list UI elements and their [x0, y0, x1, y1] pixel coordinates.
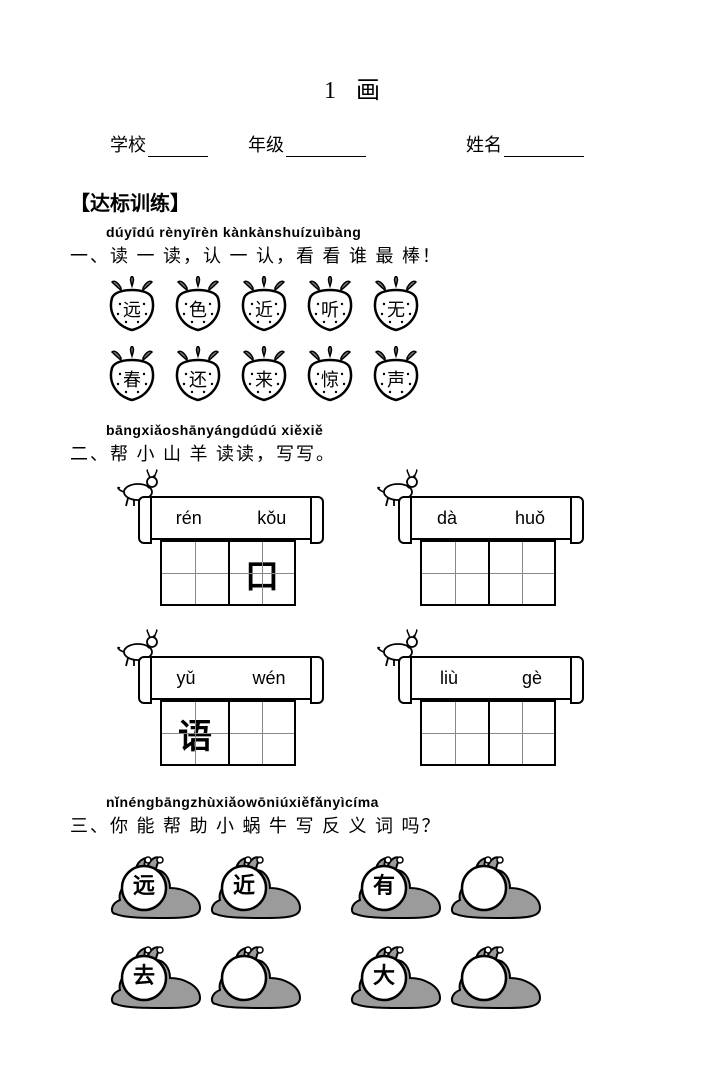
snail-item [206, 938, 306, 1018]
snail-item: 近 [206, 848, 306, 928]
pinyin-syllable: rén [176, 508, 202, 529]
pinyin-syllable: wén [252, 668, 285, 689]
char-cell[interactable] [422, 542, 488, 604]
strawberry-item: 听 [304, 276, 356, 332]
char-cell[interactable] [162, 542, 228, 604]
goat-card: liù gè [366, 634, 586, 774]
pinyin-syllable: liù [440, 668, 458, 689]
snail-char: 去 [122, 958, 166, 990]
q2-text: 二、帮 小 山 羊 读读，写写。 [70, 440, 654, 466]
student-info-row: 学校 年级 姓名 [70, 131, 654, 157]
snail-char: 有 [362, 868, 406, 900]
strawberry-char: 听 [304, 296, 356, 322]
char-grid[interactable] [420, 700, 556, 766]
snail-icon [206, 938, 306, 1018]
strawberry-char: 声 [370, 366, 422, 392]
pinyin-syllable: kǒu [257, 508, 286, 529]
char-cell[interactable]: 语 [162, 702, 228, 764]
strawberry-char: 无 [370, 296, 422, 322]
pinyin-syllable: dà [437, 508, 457, 529]
char-cell[interactable] [488, 542, 554, 604]
snail-item [446, 938, 546, 1018]
goat-card: yǔ wén 语 [106, 634, 326, 774]
snail-item: 去 [106, 938, 206, 1018]
grade-input-line[interactable] [286, 139, 366, 157]
char-grid[interactable]: 语 [160, 700, 296, 766]
pinyin-scroll: liù gè [406, 656, 576, 700]
snail-char: 大 [362, 958, 406, 990]
school-field[interactable]: 学校 [110, 131, 208, 157]
snail-item: 远 [106, 848, 206, 928]
strawberry-char: 色 [172, 296, 224, 322]
school-label: 学校 [110, 131, 146, 157]
q3-snail-rows: 远近有去大 [70, 848, 654, 1018]
goat-card: dà huǒ [366, 474, 586, 614]
pinyin-scroll: yǔ wén [146, 656, 316, 700]
name-input-line[interactable] [504, 139, 584, 157]
char-cell[interactable] [228, 702, 294, 764]
q1-pinyin: dúyīdú rènyīrèn kànkànshuízuìbàng [70, 224, 654, 240]
grade-field[interactable]: 年级 [248, 131, 366, 157]
snail-item: 有 [346, 848, 446, 928]
snail-pair: 大 [346, 938, 546, 1018]
snail-char: 远 [122, 868, 166, 900]
strawberry-item: 来 [238, 346, 290, 402]
strawberry-char: 还 [172, 366, 224, 392]
q2-goat-grid: rén kǒu 口 dà huǒ yǔ wén 语 liù gè [70, 474, 654, 774]
grade-label: 年级 [248, 131, 284, 157]
strawberry-char: 春 [106, 366, 158, 392]
strawberry-char: 来 [238, 366, 290, 392]
char-grid[interactable] [420, 540, 556, 606]
snail-pair: 去 [106, 938, 306, 1018]
pinyin-scroll: dà huǒ [406, 496, 576, 540]
strawberry-item: 惊 [304, 346, 356, 402]
question-3: nǐnéngbāngzhùxiǎowōniúxiěfǎnyìcíma 三、你 能… [70, 794, 654, 1018]
strawberry-item: 远 [106, 276, 158, 332]
pinyin-scroll: rén kǒu [146, 496, 316, 540]
snail-item: 大 [346, 938, 446, 1018]
q1-fruit-row-2: 春还来惊声 [70, 346, 654, 402]
q1-text: 一、读 一 读，认 一 认，看 看 谁 最 棒！ [70, 242, 654, 268]
q3-text: 三、你 能 帮 助 小 蜗 牛 写 反 义 词 吗？ [70, 812, 654, 838]
q1-fruit-row-1: 远色近听无 [70, 276, 654, 332]
snail-char: 近 [222, 868, 266, 900]
char-cell[interactable]: 口 [228, 542, 294, 604]
strawberry-item: 春 [106, 346, 158, 402]
snail-row: 远近有 [106, 848, 654, 928]
pinyin-syllable: huǒ [515, 508, 545, 529]
strawberry-char: 远 [106, 296, 158, 322]
strawberry-item: 色 [172, 276, 224, 332]
strawberry-item: 还 [172, 346, 224, 402]
char-grid[interactable]: 口 [160, 540, 296, 606]
strawberry-item: 无 [370, 276, 422, 332]
char-cell[interactable] [422, 702, 488, 764]
name-field[interactable]: 姓名 [466, 131, 584, 157]
strawberry-item: 声 [370, 346, 422, 402]
strawberry-char: 近 [238, 296, 290, 322]
goat-card: rén kǒu 口 [106, 474, 326, 614]
snail-icon [446, 848, 546, 928]
snail-row: 去大 [106, 938, 654, 1018]
strawberry-item: 近 [238, 276, 290, 332]
snail-item [446, 848, 546, 928]
snail-icon [446, 938, 546, 1018]
page-title: 1画 [70, 70, 654, 105]
question-2: bāngxiǎoshānyángdúdú xiěxiě 二、帮 小 山 羊 读读… [70, 422, 654, 774]
snail-pair: 有 [346, 848, 546, 928]
snail-pair: 远近 [106, 848, 306, 928]
char-cell[interactable] [488, 702, 554, 764]
lesson-title: 画 [356, 78, 400, 104]
section-header: 【达标训练】 [70, 187, 654, 216]
lesson-number: 1 [324, 78, 356, 104]
pinyin-syllable: gè [522, 668, 542, 689]
q2-pinyin: bāngxiǎoshānyángdúdú xiěxiě [70, 422, 654, 438]
pinyin-syllable: yǔ [176, 668, 195, 689]
name-label: 姓名 [466, 131, 502, 157]
school-input-line[interactable] [148, 139, 208, 157]
question-1: dúyīdú rènyīrèn kànkànshuízuìbàng 一、读 一 … [70, 224, 654, 402]
q3-pinyin: nǐnéngbāngzhùxiǎowōniúxiěfǎnyìcíma [70, 794, 654, 810]
strawberry-char: 惊 [304, 366, 356, 392]
